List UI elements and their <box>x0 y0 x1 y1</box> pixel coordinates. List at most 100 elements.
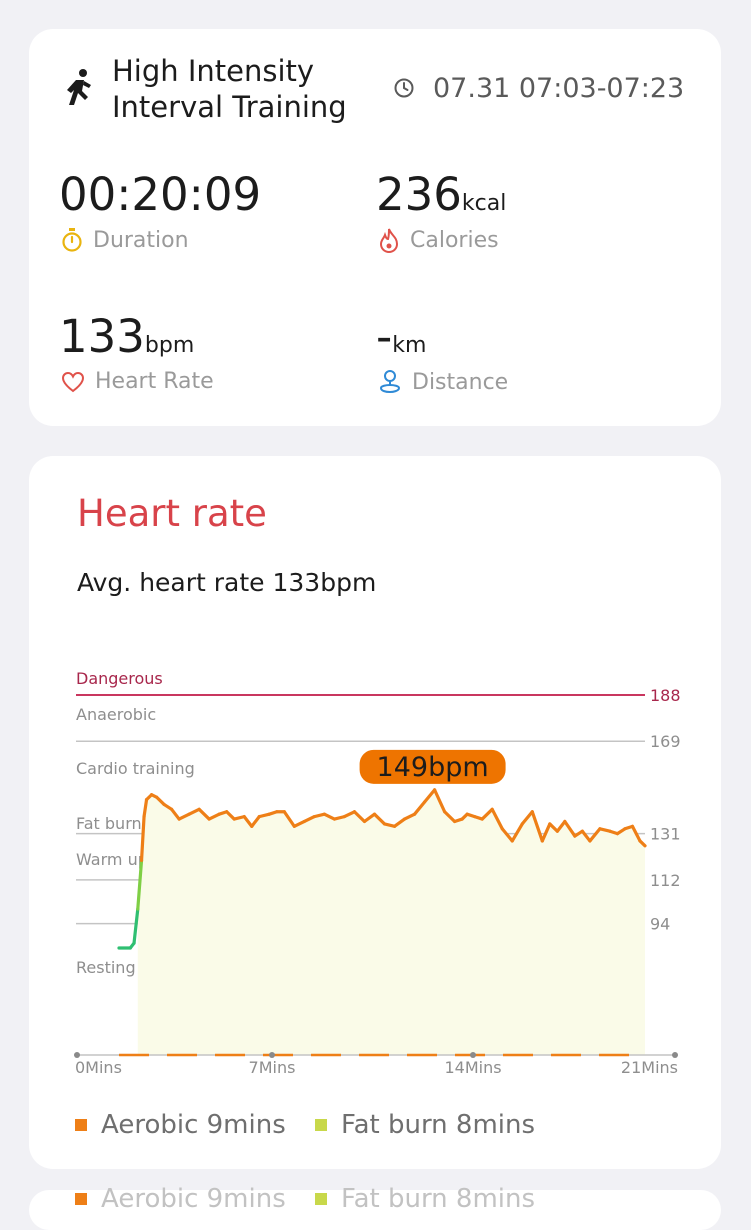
legend-fat-burn-swatch <box>315 1119 327 1131</box>
heart-rate-line-segment <box>580 829 592 843</box>
average-heart-rate-text: Avg. heart rate 133bpm <box>77 568 377 597</box>
workout-summary-card: High Intensity Interval Training 07.31 0… <box>29 29 721 426</box>
heart-rate-line-segment <box>132 907 140 945</box>
heart-rate-line-segment <box>402 812 417 821</box>
heart-rate-line-segment <box>443 810 457 824</box>
heart-rate-value: 133 <box>59 310 145 363</box>
heart-rate-label: Heart Rate <box>95 369 214 394</box>
heart-rate-line-segment <box>433 788 447 814</box>
heart-rate-area-fill <box>137 789 645 1055</box>
heart-icon <box>61 371 85 392</box>
zone-label-dangerous: Dangerous <box>76 669 163 688</box>
y-tick-94: 94 <box>650 915 670 934</box>
next-card-partial: Aerobic 9mins Fat burn 8mins <box>29 1184 721 1230</box>
heart-rate-line-segment <box>136 858 144 911</box>
calories-value: 236 <box>376 168 462 221</box>
heart-rate-line-segment <box>232 815 246 821</box>
partial-aerobic-swatch <box>75 1193 87 1205</box>
x-tick-dot <box>74 1052 80 1058</box>
heart-rate-line-segment <box>520 810 534 826</box>
location-pin-icon <box>379 370 401 394</box>
heart-rate-line-segment <box>490 807 504 831</box>
heart-rate-label-row: Heart Rate <box>61 369 214 394</box>
distance-label-row: Distance <box>378 369 508 395</box>
legend-fat-burn-label: Fat burn 8mins <box>341 1110 536 1140</box>
heart-rate-line-segment <box>242 815 254 828</box>
x-tick-label: 21Mins <box>621 1058 678 1077</box>
heart-rate-line-segment <box>197 807 211 821</box>
x-tick-dot <box>269 1052 275 1058</box>
heart-rate-line-segment <box>422 788 437 804</box>
heart-rate-line-segment <box>500 827 514 843</box>
heart-rate-line-segment <box>207 812 221 821</box>
y-tick-112: 112 <box>650 871 681 890</box>
x-tick-label: 0Mins <box>75 1058 122 1077</box>
heart-rate-line-segment <box>598 827 612 833</box>
tooltip-text: 149bpm <box>377 752 489 783</box>
zone-label-anaerobic: Anaerobic <box>76 705 156 724</box>
heart-rate-line-segment <box>352 810 367 824</box>
partial-aerobic-label: Aerobic 9mins <box>101 1184 286 1214</box>
tooltip-background <box>359 749 506 784</box>
y-tick-131: 131 <box>650 825 681 844</box>
heart-rate-line-group <box>117 788 647 950</box>
chart-fill-area <box>137 789 645 1055</box>
heart-rate-card: Heart rate Avg. heart rate 133bpm Danger… <box>29 456 721 1169</box>
duration-label-row: Duration <box>61 227 189 253</box>
heart-rate-line-segment <box>548 822 559 833</box>
heart-rate-line-segment <box>392 817 407 828</box>
x-tick-label: 7Mins <box>249 1058 296 1077</box>
heart-rate-line-segment <box>225 810 236 821</box>
heart-rate-line-segment <box>187 807 201 816</box>
heart-rate-line-segment <box>170 807 181 821</box>
heart-rate-line-segment <box>412 800 427 816</box>
calories-unit: kcal <box>461 191 507 216</box>
partial-legend-fat-burn: Fat burn 8mins <box>315 1184 535 1214</box>
zone-label-cardio-training: Cardio training <box>76 759 195 778</box>
y-tick-188: 188 <box>650 686 681 705</box>
activity-title: High Intensity Interval Training <box>112 53 347 125</box>
duration-label: Duration <box>93 227 189 253</box>
workout-time-range: 07.31 07:03-07:23 <box>433 73 685 104</box>
heart-rate-value-row: 133bpm <box>59 314 194 359</box>
legend-fat-burn: Fat burn 8mins <box>315 1110 535 1140</box>
heart-rate-line-segment <box>480 807 494 821</box>
flame-icon <box>379 228 399 253</box>
zone-label-warm-up: Warm up <box>76 850 148 869</box>
distance-value: - <box>376 310 393 363</box>
heart-rate-line-segment <box>177 812 191 821</box>
heart-rate-line-segment <box>302 815 316 824</box>
partial-legend-aerobic: Aerobic 9mins <box>75 1184 286 1214</box>
heart-rate-line-segment <box>342 810 357 819</box>
heart-rate-line-segment <box>555 819 567 833</box>
y-tick-169: 169 <box>650 732 681 751</box>
distance-unit: km <box>392 333 427 358</box>
heart-rate-line-segment <box>332 815 347 821</box>
legend-aerobic-label: Aerobic 9mins <box>101 1110 286 1140</box>
heart-rate-line-segment <box>630 824 642 843</box>
heart-rate-line-segment <box>139 815 146 863</box>
x-axis: 0Mins 7Mins 14Mins 21Mins <box>74 1052 678 1077</box>
heart-rate-unit: bpm <box>144 333 195 358</box>
heart-rate-line-segment <box>382 822 397 828</box>
distance-label: Distance <box>412 369 509 395</box>
distance-value-row: -km <box>376 314 426 359</box>
heart-rate-line-segment <box>362 812 377 824</box>
heart-rate-line-segment <box>154 795 166 807</box>
x-tick-dot <box>470 1052 476 1058</box>
heart-rate-line-segment <box>142 797 149 819</box>
heart-rate-line-segment <box>322 812 337 821</box>
heart-rate-line-segment <box>510 822 524 843</box>
heart-rate-line-segment <box>372 812 387 826</box>
calories-label: Calories <box>410 227 499 253</box>
activity-title-line2: Interval Training <box>112 90 347 124</box>
calories-value-row: 236kcal <box>376 172 506 217</box>
legend-aerobic-swatch <box>75 1119 87 1131</box>
heart-rate-line-segment <box>540 822 552 843</box>
activity-title-line1: High Intensity <box>112 54 315 88</box>
heart-rate-title: Heart rate <box>77 492 267 535</box>
peak-tooltip: 149bpm <box>359 749 506 784</box>
clock-icon <box>394 78 414 98</box>
duration-value-row: 00:20:09 <box>59 172 261 217</box>
calories-label-row: Calories <box>378 227 499 253</box>
